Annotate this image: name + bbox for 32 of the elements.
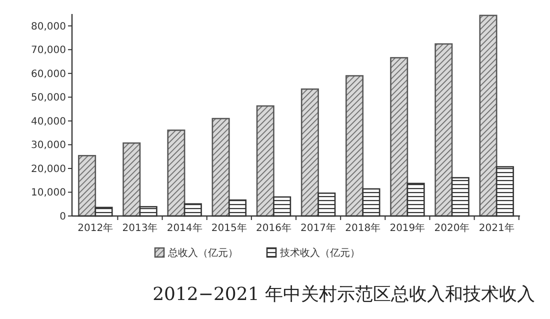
bar (122, 142, 141, 217)
legend-label: 总收入（亿元） (167, 247, 238, 259)
bar (212, 118, 230, 217)
y-tick-label: 0 (60, 212, 66, 222)
y-tick-label: 20,000 (31, 164, 66, 175)
x-tick-label: 2019年 (390, 222, 426, 234)
bar (78, 154, 96, 217)
x-tick-label: 2015年 (211, 222, 247, 234)
x-tick-label: 2016年 (256, 222, 292, 234)
text: 2012−2021 年中关村示范区总收入和技术收入 (152, 284, 535, 305)
y-tick-label: 60,000 (31, 68, 66, 80)
x-tick-label: 2021年 (478, 222, 514, 234)
y-tick-label: 10,000 (31, 188, 66, 199)
bar (479, 14, 498, 217)
y-tick-label: 50,000 (31, 92, 66, 104)
bar (346, 75, 364, 217)
x-tick-label: 2018年 (345, 222, 381, 234)
x-tick-label: 2020年 (434, 222, 470, 234)
legend-label: 技术收入（亿元） (279, 247, 360, 259)
x-tick-label: 2012年 (78, 222, 114, 234)
y-tick-label: 30,000 (31, 140, 66, 152)
bar (167, 130, 186, 217)
y-tick-label: 40,000 (31, 116, 66, 128)
x-tick-label: 2014年 (166, 222, 202, 234)
bar (256, 105, 274, 217)
x-tick-label: 2013年 (122, 222, 158, 234)
bar (390, 57, 408, 217)
bar (434, 43, 453, 217)
x-tick-label: 2017年 (300, 222, 336, 234)
y-tick-label: 80,000 (31, 21, 66, 32)
y-tick-label: 70,000 (31, 45, 66, 56)
bar (300, 88, 319, 217)
